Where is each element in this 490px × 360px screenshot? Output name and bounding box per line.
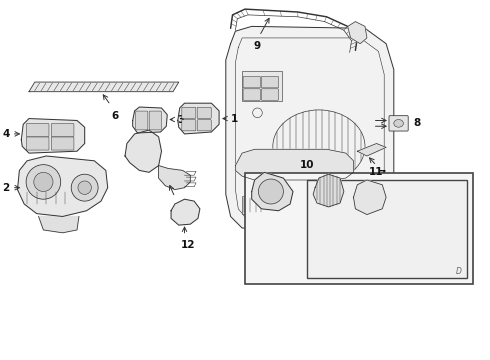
Polygon shape xyxy=(18,156,108,216)
FancyBboxPatch shape xyxy=(182,107,196,118)
Text: 6: 6 xyxy=(112,111,119,121)
Bar xyxy=(245,173,473,284)
Polygon shape xyxy=(252,172,293,211)
Bar xyxy=(307,180,467,278)
FancyBboxPatch shape xyxy=(51,123,74,136)
Text: 7: 7 xyxy=(379,170,386,180)
Text: 3: 3 xyxy=(177,114,184,125)
Text: 5: 5 xyxy=(175,202,182,212)
Polygon shape xyxy=(133,107,167,133)
Polygon shape xyxy=(159,166,190,190)
Polygon shape xyxy=(226,26,394,230)
Circle shape xyxy=(71,174,98,201)
FancyBboxPatch shape xyxy=(197,107,211,118)
Text: 8: 8 xyxy=(413,118,420,129)
Text: D: D xyxy=(456,267,462,276)
Polygon shape xyxy=(353,180,386,215)
Circle shape xyxy=(34,172,53,192)
Circle shape xyxy=(78,181,92,194)
Circle shape xyxy=(26,165,61,199)
Polygon shape xyxy=(22,118,85,153)
Text: 4: 4 xyxy=(2,129,10,139)
Polygon shape xyxy=(178,103,219,134)
FancyBboxPatch shape xyxy=(197,120,211,131)
FancyBboxPatch shape xyxy=(261,76,279,88)
Text: 2: 2 xyxy=(2,183,10,193)
Polygon shape xyxy=(348,22,367,44)
FancyBboxPatch shape xyxy=(243,89,260,100)
Text: 12: 12 xyxy=(181,239,196,249)
Polygon shape xyxy=(125,130,162,172)
Text: 1: 1 xyxy=(231,113,238,123)
FancyBboxPatch shape xyxy=(51,137,74,150)
FancyBboxPatch shape xyxy=(182,120,196,131)
Text: 9: 9 xyxy=(254,41,261,51)
Bar xyxy=(242,196,271,213)
Circle shape xyxy=(258,179,283,204)
FancyBboxPatch shape xyxy=(26,137,49,150)
Polygon shape xyxy=(313,174,344,207)
FancyBboxPatch shape xyxy=(243,76,260,88)
Polygon shape xyxy=(171,199,200,225)
Text: 10: 10 xyxy=(300,161,315,170)
Polygon shape xyxy=(235,149,353,180)
Polygon shape xyxy=(29,82,179,92)
Polygon shape xyxy=(39,216,79,233)
FancyBboxPatch shape xyxy=(136,111,148,130)
FancyBboxPatch shape xyxy=(261,89,279,100)
Polygon shape xyxy=(357,144,386,156)
Text: 11: 11 xyxy=(369,167,384,177)
FancyBboxPatch shape xyxy=(389,116,408,131)
Bar xyxy=(242,71,282,101)
FancyBboxPatch shape xyxy=(26,123,49,136)
FancyBboxPatch shape xyxy=(149,111,161,130)
Ellipse shape xyxy=(394,120,403,127)
